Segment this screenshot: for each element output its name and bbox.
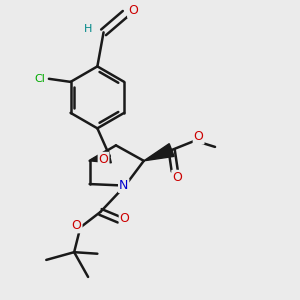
Text: O: O	[72, 219, 82, 232]
Text: O: O	[128, 4, 138, 17]
Text: O: O	[120, 212, 130, 225]
Polygon shape	[144, 144, 174, 161]
Text: N: N	[119, 179, 128, 192]
Polygon shape	[90, 150, 111, 163]
Text: O: O	[194, 130, 203, 143]
Text: H: H	[84, 24, 92, 34]
Text: O: O	[172, 171, 182, 184]
Text: O: O	[99, 153, 109, 166]
Text: Cl: Cl	[34, 74, 45, 84]
